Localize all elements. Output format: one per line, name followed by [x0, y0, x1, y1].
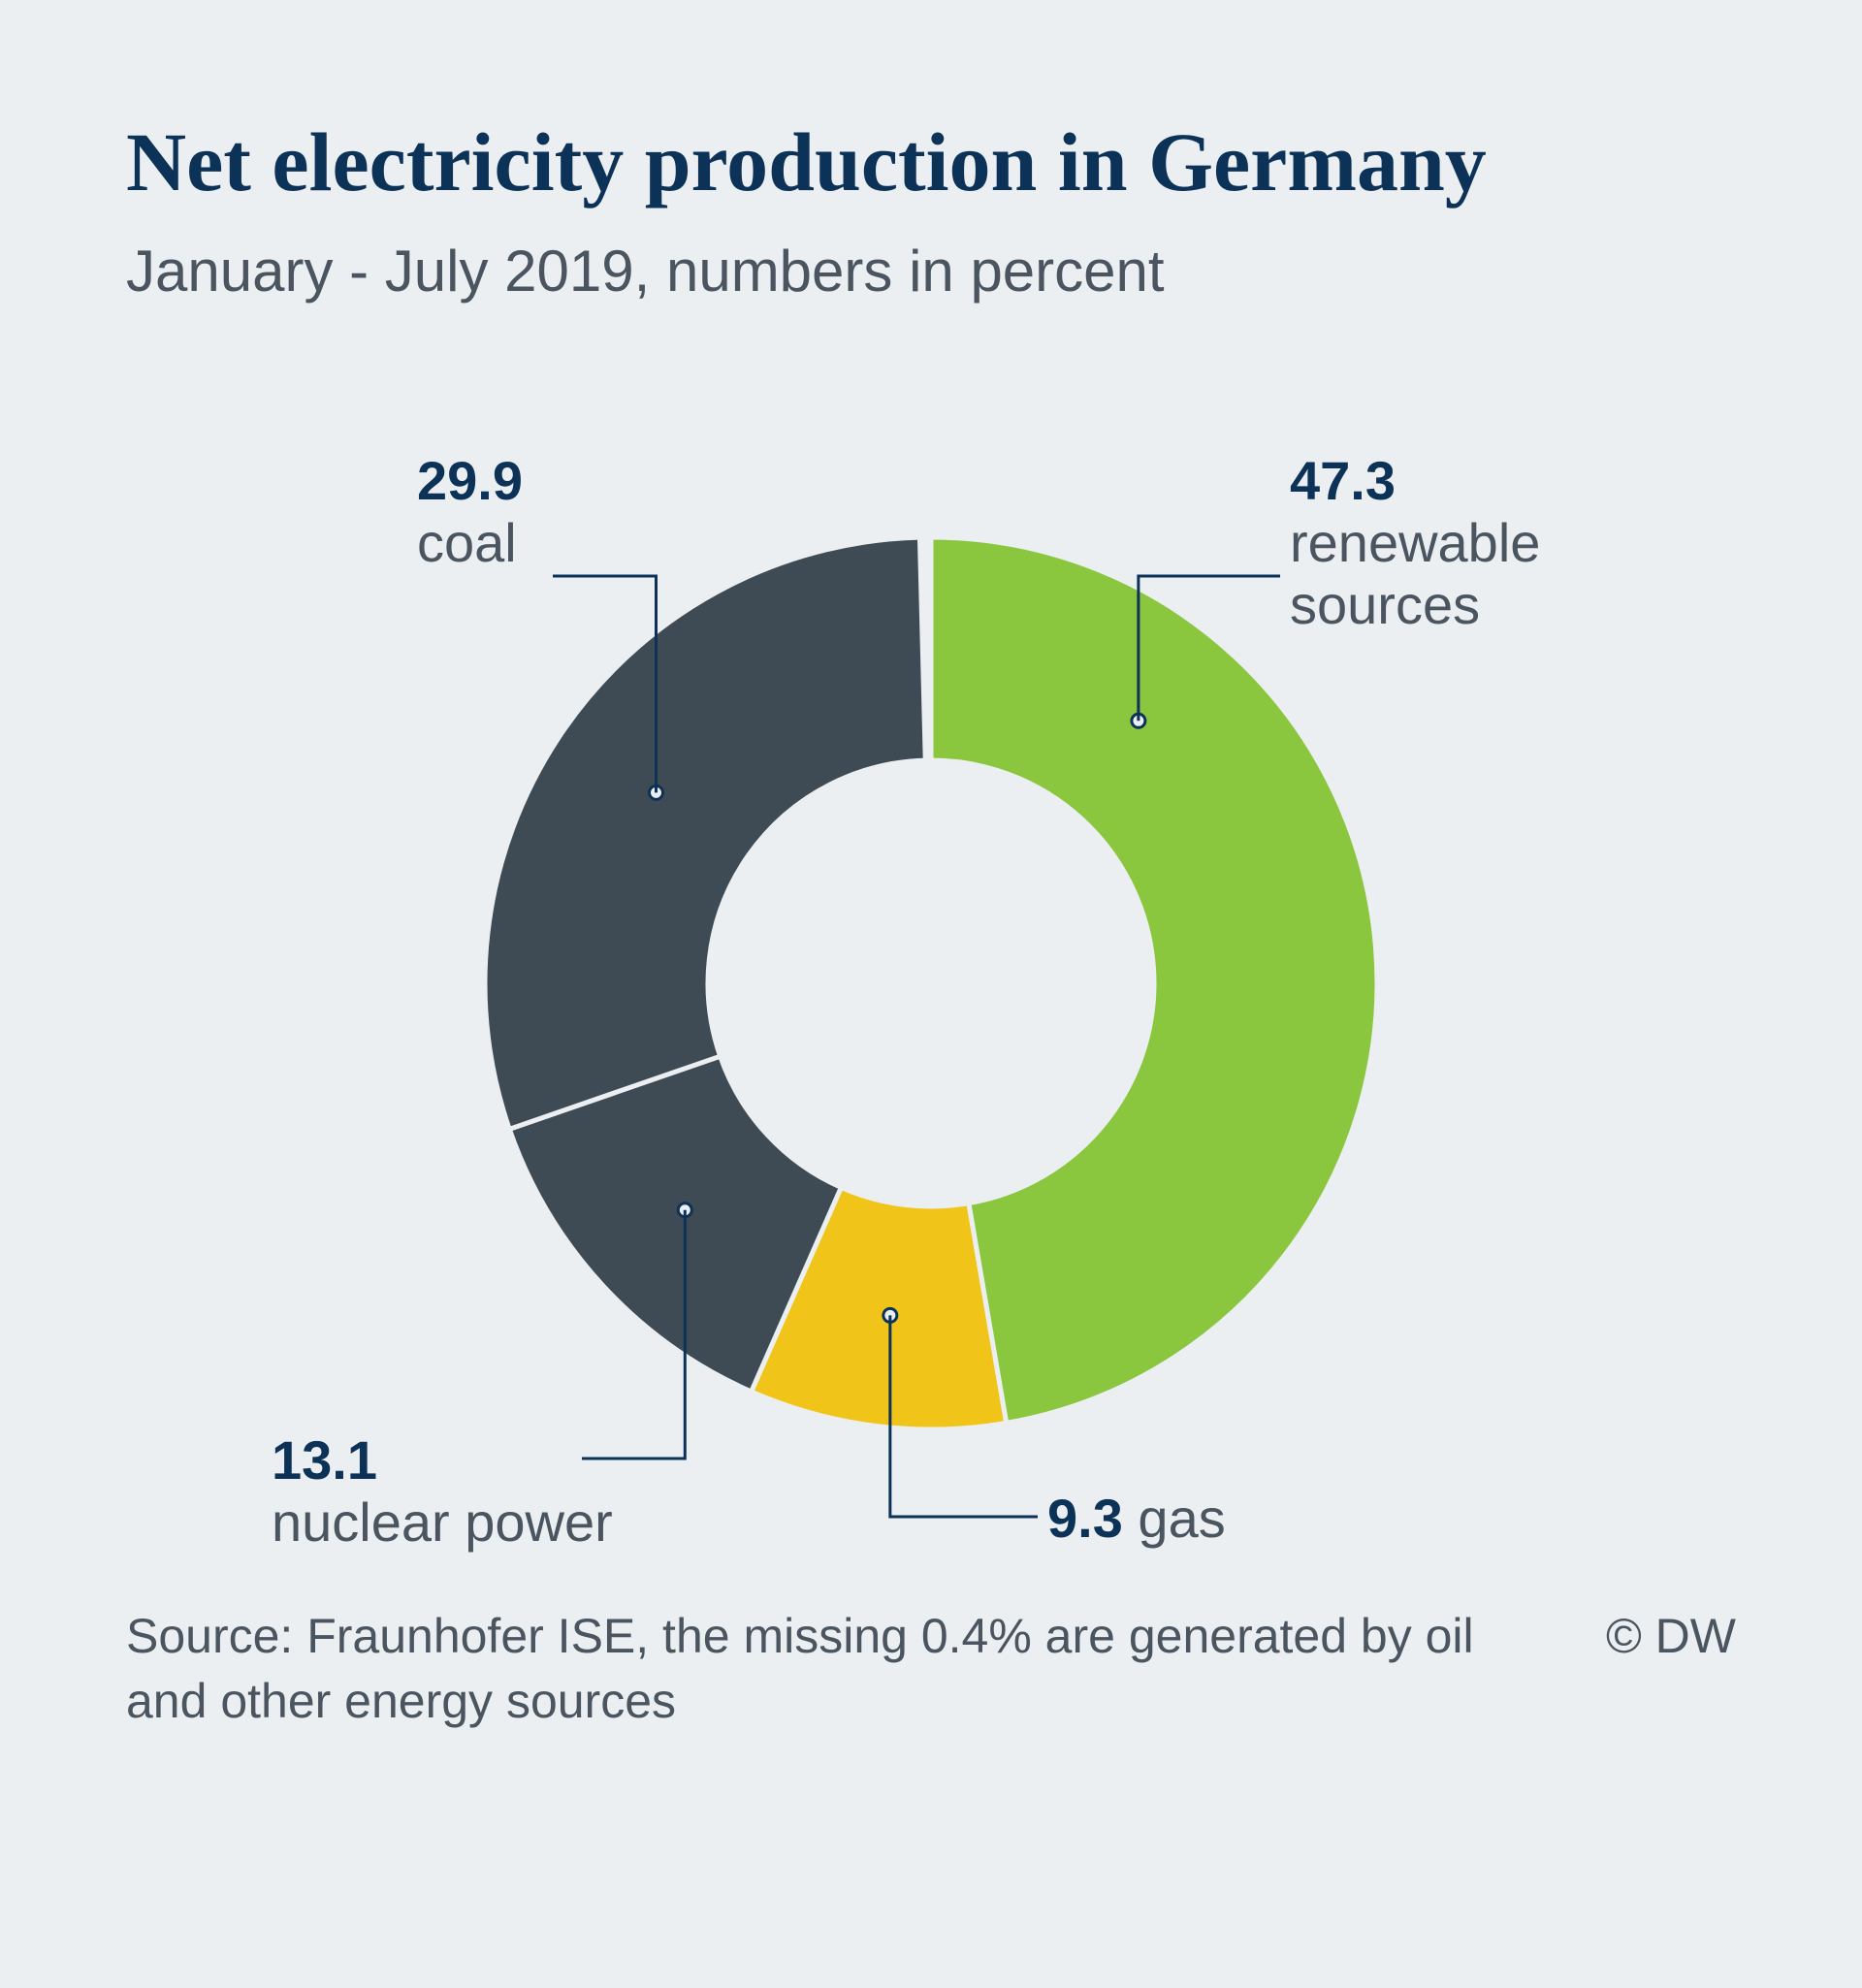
donut-slice	[485, 537, 925, 1129]
slice-value-nuclear: 13.1	[272, 1429, 377, 1491]
source-text: Source: Fraunhofer ISE, the missing 0.4%…	[126, 1604, 1548, 1735]
footer: Source: Fraunhofer ISE, the missing 0.4%…	[126, 1604, 1736, 1735]
slice-value-renewable: 47.3	[1290, 450, 1396, 511]
donut-chart: 29.9 coal 47.3 renewable sources 13.1 nu…	[126, 343, 1736, 1604]
slice-value-coal: 29.9	[417, 450, 523, 511]
slice-text-coal: coal	[417, 512, 517, 573]
slice-label-nuclear: 13.1 nuclear power	[272, 1429, 613, 1555]
slice-text-nuclear: nuclear power	[272, 1491, 613, 1553]
slice-text-gas: gas	[1138, 1488, 1225, 1549]
donut-slice	[931, 537, 1377, 1423]
copyright: © DW	[1606, 1604, 1736, 1670]
chart-title: Net electricity production in Germany	[126, 116, 1736, 208]
slice-label-renewable: 47.3 renewable sources	[1290, 450, 1736, 637]
slice-text-renewable: renewable sources	[1290, 512, 1540, 635]
chart-subtitle: January - July 2019, numbers in percent	[126, 238, 1736, 305]
infographic-card: Net electricity production in Germany Ja…	[0, 0, 1862, 1988]
slice-label-coal: 29.9 coal	[417, 450, 523, 575]
slice-value-gas: 9.3	[1047, 1488, 1123, 1549]
slice-label-gas: 9.3 gas	[1047, 1488, 1226, 1550]
